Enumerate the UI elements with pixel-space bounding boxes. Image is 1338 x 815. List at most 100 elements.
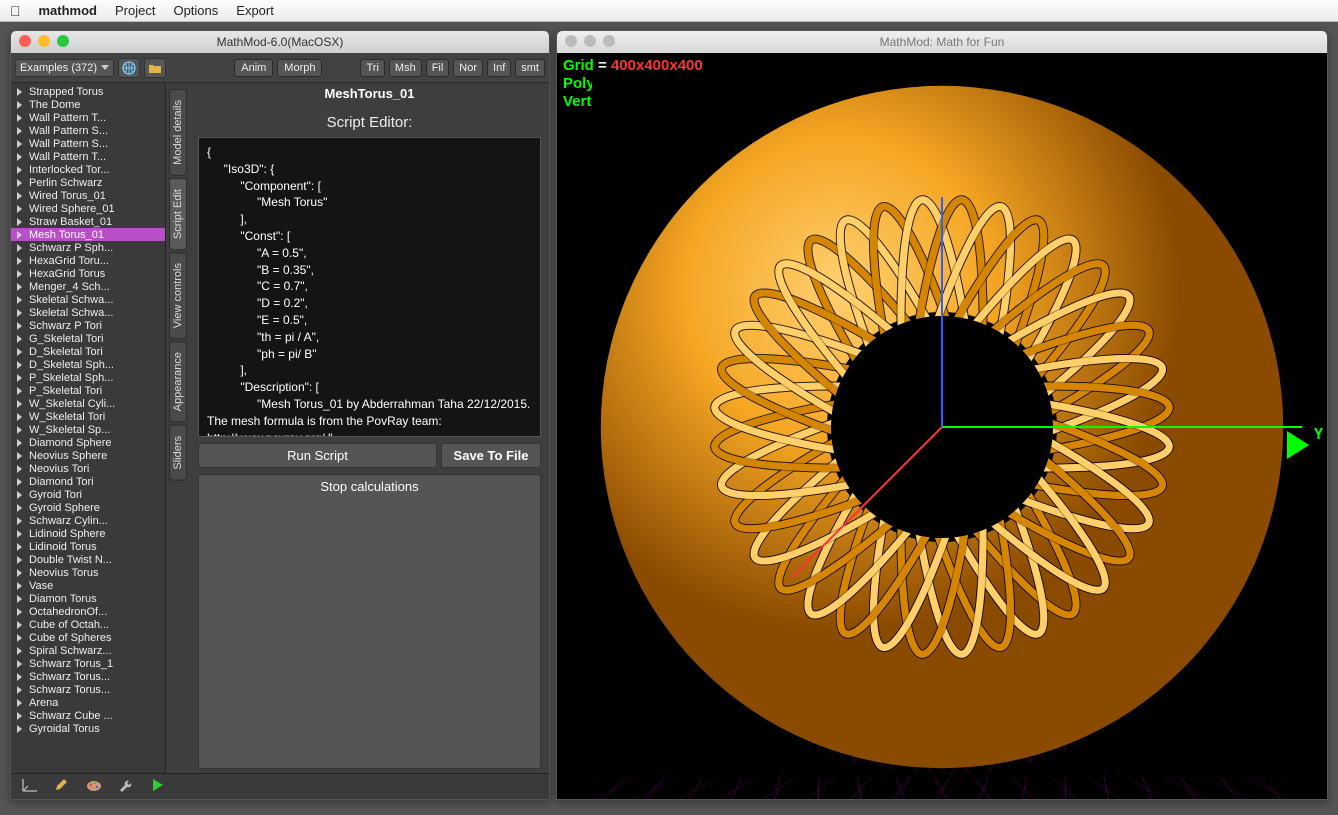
tree-item[interactable]: Arena (11, 696, 165, 709)
tree-item-label: Gyroid Tori (29, 489, 82, 501)
tree-item[interactable]: Neovius Torus (11, 566, 165, 579)
wrench-icon[interactable] (117, 777, 135, 796)
mac-menubar:  mathmod Project Options Export (0, 0, 1338, 22)
tree-item[interactable]: Cube of Octah... (11, 618, 165, 631)
tree-item[interactable]: G_Skeletal Tori (11, 332, 165, 345)
zoom-icon[interactable] (603, 35, 615, 47)
examples-tree[interactable]: Strapped TorusThe DomeWall Pattern T...W… (11, 83, 166, 775)
tree-item[interactable]: Schwarz P Tori (11, 319, 165, 332)
examples-label: Examples (372) (20, 62, 97, 74)
minimize-icon[interactable] (38, 35, 50, 47)
triangle-right-icon (17, 153, 22, 161)
triangle-right-icon (17, 205, 22, 213)
tree-item[interactable]: Diamond Sphere (11, 436, 165, 449)
vtab-appearance[interactable]: Appearance (169, 341, 187, 422)
apple-icon[interactable]:  (10, 3, 21, 19)
axes-icon[interactable] (21, 777, 39, 796)
tree-item-label: HexaGrid Torus (29, 268, 105, 280)
tree-item[interactable]: Gyroid Sphere (11, 501, 165, 514)
save-to-file-button[interactable]: Save To File (441, 443, 541, 468)
folder-icon[interactable] (144, 58, 166, 78)
tree-item[interactable]: Spiral Schwarz... (11, 644, 165, 657)
anim-button[interactable]: Anim (234, 59, 273, 77)
tree-item[interactable]: Schwarz Cube ... (11, 709, 165, 722)
minimize-icon[interactable] (584, 35, 596, 47)
tree-item[interactable]: Wall Pattern S... (11, 137, 165, 150)
menu-project[interactable]: Project (115, 3, 155, 18)
viewport-3d[interactable]: Grid = 400x400x400 Poly = 4468576 Vertx=… (557, 53, 1327, 800)
script-textarea[interactable]: { "Iso3D": { "Component": [ "Mesh Torus"… (198, 137, 541, 437)
inf-button[interactable]: Inf (487, 59, 511, 77)
tree-item[interactable]: W_Skeletal Tori (11, 410, 165, 423)
tri-button[interactable]: Tri (360, 59, 384, 77)
zoom-icon[interactable] (57, 35, 69, 47)
tree-item[interactable]: Wall Pattern T... (11, 111, 165, 124)
tree-item[interactable]: Strapped Torus (11, 85, 165, 98)
triangle-right-icon (17, 569, 22, 577)
tree-item[interactable]: Interlocked Tor... (11, 163, 165, 176)
tree-item[interactable]: Vase (11, 579, 165, 592)
tree-item[interactable]: Skeletal Schwa... (11, 293, 165, 306)
tree-item[interactable]: Menger_4 Sch... (11, 280, 165, 293)
tree-item[interactable]: D_Skeletal Tori (11, 345, 165, 358)
tree-item[interactable]: Wired Sphere_01 (11, 202, 165, 215)
morph-button[interactable]: Morph (277, 59, 322, 77)
stop-calculations-button[interactable]: Stop calculations (198, 474, 541, 770)
menu-options[interactable]: Options (173, 3, 218, 18)
app-name[interactable]: mathmod (39, 3, 98, 18)
examples-dropdown[interactable]: Examples (372) (15, 59, 114, 77)
tree-item[interactable]: Wall Pattern T... (11, 150, 165, 163)
brush-icon[interactable] (53, 777, 71, 796)
close-icon[interactable] (19, 35, 31, 47)
vtab-model-details[interactable]: Model details (169, 89, 187, 176)
close-icon[interactable] (565, 35, 577, 47)
play-icon[interactable] (149, 777, 167, 796)
tree-item[interactable]: D_Skeletal Sph... (11, 358, 165, 371)
tree-item[interactable]: HexaGrid Torus (11, 267, 165, 280)
tree-item-label: Vase (29, 580, 53, 592)
tree-item[interactable]: Neovius Sphere (11, 449, 165, 462)
tree-item-label: D_Skeletal Tori (29, 346, 103, 358)
nor-button[interactable]: Nor (453, 59, 483, 77)
tree-item[interactable]: Wall Pattern S... (11, 124, 165, 137)
tree-item[interactable]: Straw Basket_01 (11, 215, 165, 228)
tree-item[interactable]: The Dome (11, 98, 165, 111)
menu-export[interactable]: Export (236, 3, 274, 18)
tree-item[interactable]: Gyroidal Torus (11, 722, 165, 735)
tree-item[interactable]: Double Twist N... (11, 553, 165, 566)
tree-item[interactable]: Schwarz P Sph... (11, 241, 165, 254)
triangle-right-icon (17, 244, 22, 252)
msh-button[interactable]: Msh (389, 59, 422, 77)
triangle-right-icon (17, 686, 22, 694)
tree-item[interactable]: Mesh Torus_01 (11, 228, 165, 241)
tree-item[interactable]: Schwarz Cylin... (11, 514, 165, 527)
globe-icon[interactable] (118, 58, 140, 78)
vtab-view-controls[interactable]: View controls (169, 252, 187, 339)
tree-item[interactable]: W_Skeletal Sp... (11, 423, 165, 436)
tree-item[interactable]: Schwarz Torus... (11, 683, 165, 696)
tree-item[interactable]: P_Skeletal Sph... (11, 371, 165, 384)
tree-item[interactable]: Lidinoid Torus (11, 540, 165, 553)
tree-item[interactable]: HexaGrid Toru... (11, 254, 165, 267)
tree-item[interactable]: Gyroid Tori (11, 488, 165, 501)
vtab-script-edit[interactable]: Script Edit (169, 178, 187, 250)
tree-item[interactable]: Perlin Schwarz (11, 176, 165, 189)
run-script-button[interactable]: Run Script (198, 443, 437, 468)
tree-item[interactable]: Schwarz Torus... (11, 670, 165, 683)
tree-item[interactable]: Wired Torus_01 (11, 189, 165, 202)
palette-icon[interactable] (85, 777, 103, 796)
tree-item[interactable]: Lidinoid Sphere (11, 527, 165, 540)
tree-item[interactable]: OctahedronOf... (11, 605, 165, 618)
tree-item[interactable]: Schwarz Torus_1 (11, 657, 165, 670)
tree-item[interactable]: Diamond Tori (11, 475, 165, 488)
tree-item[interactable]: W_Skeletal Cyli... (11, 397, 165, 410)
tree-item[interactable]: Cube of Spheres (11, 631, 165, 644)
tree-item[interactable]: Skeletal Schwa... (11, 306, 165, 319)
editor-window-title: MathMod-6.0(MacOSX) (217, 35, 344, 49)
tree-item[interactable]: Neovius Tori (11, 462, 165, 475)
vtab-sliders[interactable]: Sliders (169, 425, 187, 481)
fil-button[interactable]: Fil (426, 59, 450, 77)
tree-item[interactable]: P_Skeletal Tori (11, 384, 165, 397)
tree-item[interactable]: Diamon Torus (11, 592, 165, 605)
smt-button[interactable]: smt (515, 59, 545, 77)
